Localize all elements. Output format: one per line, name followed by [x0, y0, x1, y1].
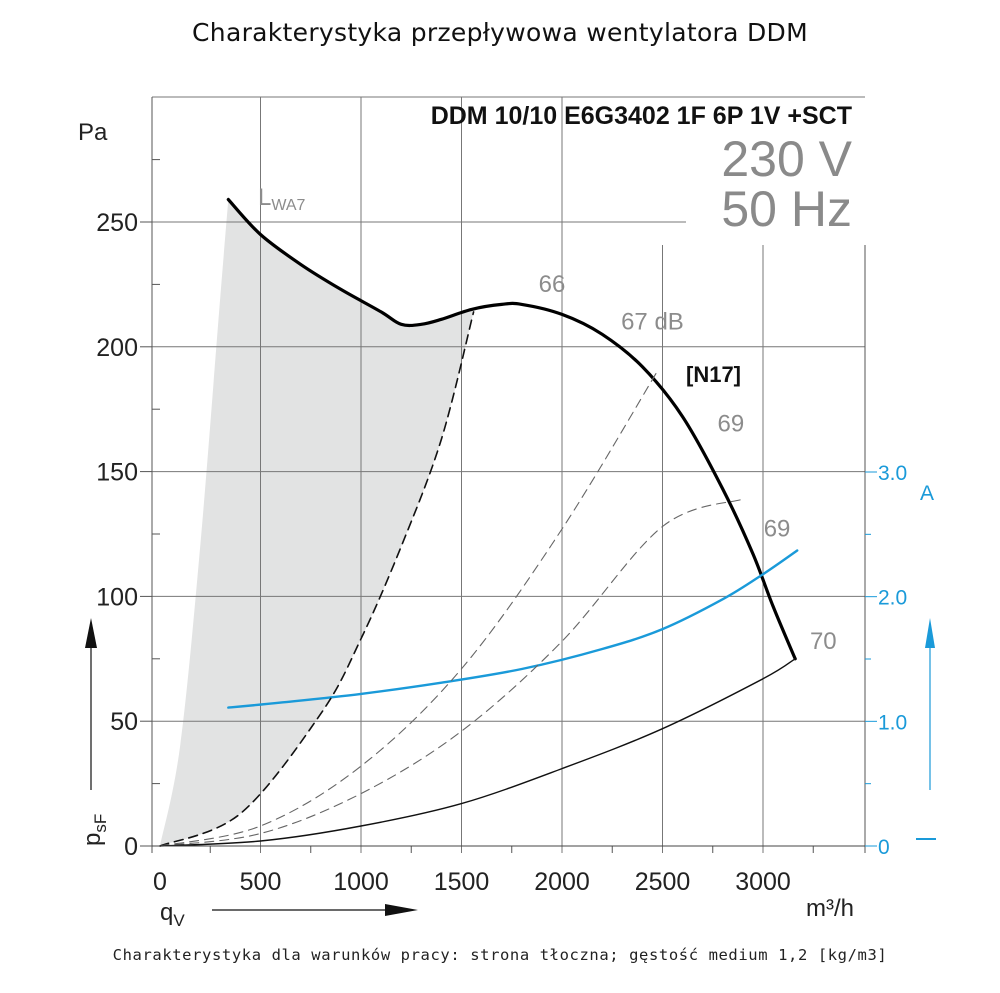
x-axis-label: qV — [160, 899, 185, 930]
footer-note: Charakterystyka dla warunków pracy: stro… — [112, 946, 888, 964]
frequency-label: 50 Hz — [721, 181, 852, 237]
sound-level-label: 69 — [717, 411, 744, 438]
y-tick-label: 50 — [110, 708, 138, 736]
grid-layer — [152, 97, 865, 853]
y2-tick-label: 2.0 — [878, 587, 907, 610]
x-tick-label: 2000 — [534, 868, 590, 896]
stall-region-layer — [160, 199, 475, 846]
y-tick-label: 150 — [96, 459, 138, 487]
y-tick-label: 250 — [96, 209, 138, 237]
y-axis-arrow-head — [85, 618, 97, 648]
curves-layer — [159, 197, 799, 847]
curve-label-n17: [N17] — [686, 362, 741, 387]
sound-power-main: L — [258, 184, 271, 211]
x-axis-label-sub: V — [173, 911, 185, 930]
chart-title: Charakterystyka przepływowa wentylatora … — [192, 18, 808, 47]
y-tick-label: 0 — [124, 833, 138, 861]
stall-region-area — [160, 199, 475, 846]
y2-tick-label: 0 — [878, 836, 890, 859]
x-axis-arrow-head — [385, 904, 418, 916]
y-tick-label: 100 — [96, 583, 138, 611]
x-axis-label-main: q — [160, 899, 173, 926]
y2-unit-label: A — [920, 482, 934, 505]
y-unit-label: Pa — [78, 119, 108, 146]
sound-level-label: 67 dB — [621, 308, 684, 335]
x-tick-label: 500 — [240, 868, 282, 896]
voltage-label: 230 V — [721, 131, 852, 187]
annotations-layer: 66 67 dB 69 69 70 — [539, 271, 837, 655]
y2-tick-label: 1.0 — [878, 711, 907, 734]
stall-boundary-curve — [159, 311, 475, 847]
model-label: DDM 10/10 E6G3402 1F 6P 1V +SCT — [431, 102, 852, 130]
x-tick-label: 1000 — [333, 868, 389, 896]
x-tick-label: 2500 — [635, 868, 691, 896]
y-tick-label: 200 — [96, 334, 138, 362]
y2-axis-arrow-head — [925, 618, 935, 648]
x-tick-label: 1500 — [434, 868, 490, 896]
y2-tick-label: 3.0 — [878, 462, 907, 485]
sound-power-sub: WA7 — [271, 197, 305, 214]
sound-level-label: 69 — [764, 515, 791, 542]
sound-level-label: 70 — [810, 628, 837, 655]
y-axis-label: psF — [79, 814, 110, 846]
x-tick-label: 3000 — [735, 868, 791, 896]
x-tick-label: 0 — [153, 868, 167, 896]
x-unit-label: m³/h — [806, 895, 854, 922]
system-curve-solid — [159, 658, 796, 847]
y-axis-label-sub: sF — [91, 814, 110, 833]
current-curve — [227, 549, 799, 709]
y-axis-label-main: p — [79, 833, 106, 846]
pressure-curve-n17 — [226, 197, 797, 661]
sound-level-label: 66 — [539, 271, 566, 298]
sound-power-label: LWA7 — [258, 184, 306, 214]
system-curve-dashed — [159, 368, 660, 847]
